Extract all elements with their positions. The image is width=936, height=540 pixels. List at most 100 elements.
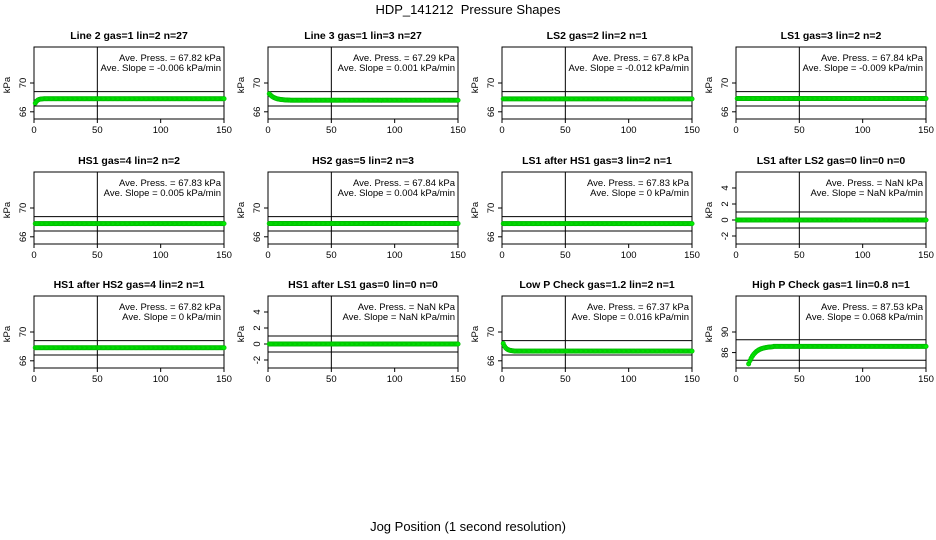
panel-title: LS2 gas=2 lin=2 n=1	[547, 30, 648, 42]
y-axis-label: kPa	[470, 201, 481, 218]
x-tick-label: 100	[153, 125, 169, 136]
x-tick-label: 0	[31, 250, 36, 261]
avg-pressure-annotation: Ave. Press. = 67.82 kPa	[119, 53, 222, 64]
x-tick-label: 0	[733, 125, 738, 136]
x-tick-label: 50	[92, 374, 103, 385]
y-axis-label: kPa	[236, 325, 247, 342]
x-tick-label: 150	[918, 374, 934, 385]
data-point	[455, 97, 461, 103]
x-tick-label: 0	[265, 250, 270, 261]
y-tick-label: 70	[720, 78, 731, 89]
x-tick-label: 50	[794, 125, 805, 136]
x-tick-label: 50	[326, 374, 337, 385]
y-tick-label: 2	[720, 201, 731, 206]
x-tick-label: 150	[918, 125, 934, 136]
avg-slope-annotation: Ave. Slope = NaN kPa/min	[810, 188, 923, 199]
x-tick-label: 0	[265, 125, 270, 136]
avg-pressure-annotation: Ave. Press. = NaN kPa	[358, 302, 456, 313]
y-axis-label: kPa	[236, 76, 247, 93]
avg-pressure-annotation: Ave. Press. = 67.82 kPa	[119, 302, 222, 313]
panel-title: HS2 gas=5 lin=2 n=3	[312, 155, 414, 167]
panel-title: High P Check gas=1 lin=0.8 n=1	[752, 279, 910, 291]
y-tick-label: 2	[252, 325, 263, 330]
x-tick-label: 100	[621, 125, 637, 136]
x-tick-label: 100	[855, 250, 871, 261]
y-tick-label: 0	[252, 341, 263, 346]
y-tick-label: 70	[18, 78, 29, 89]
avg-pressure-annotation: Ave. Press. = 67.84 kPa	[353, 178, 456, 189]
avg-pressure-annotation: Ave. Press. = 67.29 kPa	[353, 53, 456, 64]
chart-panel: LS1 after LS2 gas=0 lin=0 n=0 0 50 100 150 -2…	[704, 155, 934, 261]
y-axis-label: kPa	[470, 76, 481, 93]
avg-slope-annotation: Ave. Slope = -0.009 kPa/min	[803, 63, 924, 74]
x-tick-label: 50	[560, 125, 571, 136]
avg-slope-annotation: Ave. Slope = 0.001 kPa/min	[338, 63, 455, 74]
y-tick-label: 70	[486, 327, 497, 338]
x-tick-label: 150	[684, 250, 700, 261]
x-tick-label: 100	[855, 125, 871, 136]
x-tick-label: 50	[794, 250, 805, 261]
chart-panel: Low P Check gas=1.2 lin=2 n=1 0 50 100 150 66…	[470, 279, 700, 385]
x-tick-label: 150	[450, 125, 466, 136]
x-tick-label: 0	[31, 374, 36, 385]
y-tick-label: 66	[18, 107, 29, 118]
avg-slope-annotation: Ave. Slope = 0.005 kPa/min	[104, 188, 221, 199]
y-axis-label: kPa	[2, 201, 13, 218]
y-tick-label: 66	[720, 107, 731, 118]
y-tick-label: 70	[252, 203, 263, 214]
x-tick-label: 150	[216, 250, 232, 261]
chart-panel: Line 2 gas=1 lin=2 n=27 0 50 100 150 66 70 kPa A…	[2, 30, 232, 136]
data-point	[455, 341, 461, 347]
x-tick-label: 150	[684, 374, 700, 385]
panel-title: HS1 after LS1 gas=0 lin=0 n=0	[288, 279, 438, 291]
y-axis-label: kPa	[704, 325, 715, 342]
x-tick-label: 0	[265, 374, 270, 385]
data-point	[221, 96, 227, 102]
y-axis-label: kPa	[236, 201, 247, 218]
x-tick-label: 100	[621, 250, 637, 261]
y-tick-label: 66	[18, 232, 29, 243]
avg-pressure-annotation: Ave. Press. = NaN kPa	[826, 178, 924, 189]
data-point	[923, 96, 929, 102]
avg-slope-annotation: Ave. Slope = 0.068 kPa/min	[806, 312, 923, 323]
y-tick-label: 66	[486, 232, 497, 243]
avg-slope-annotation: Ave. Slope = 0 kPa/min	[122, 312, 221, 323]
avg-pressure-annotation: Ave. Press. = 87.53 kPa	[821, 302, 924, 313]
y-tick-label: 66	[486, 107, 497, 118]
y-tick-label: 4	[252, 309, 263, 314]
x-tick-label: 150	[450, 374, 466, 385]
chart-panel: LS2 gas=2 lin=2 n=1 0 50 100 150 66 70 kPa Ave. …	[470, 30, 700, 136]
y-tick-label: 66	[252, 232, 263, 243]
chart-panel: HS1 after LS1 gas=0 lin=0 n=0 0 50 100 150 -2…	[236, 279, 466, 385]
avg-pressure-annotation: Ave. Press. = 67.8 kPa	[592, 53, 689, 64]
x-tick-label: 150	[684, 125, 700, 136]
x-tick-label: 0	[499, 125, 504, 136]
data-point	[455, 221, 461, 227]
y-tick-label: 66	[486, 356, 497, 367]
y-tick-label: 86	[720, 347, 731, 358]
y-tick-label: 90	[720, 327, 731, 338]
y-axis-label: kPa	[2, 325, 13, 342]
avg-pressure-annotation: Ave. Press. = 67.83 kPa	[587, 178, 690, 189]
x-tick-label: 0	[733, 250, 738, 261]
y-tick-label: -2	[252, 356, 263, 364]
data-point	[689, 96, 695, 102]
y-tick-label: 66	[252, 107, 263, 118]
chart-panel: LS1 after HS1 gas=3 lin=2 n=1 0 50 100 150 66…	[470, 155, 700, 261]
panel-title: LS1 after LS2 gas=0 lin=0 n=0	[757, 155, 906, 167]
chart-panel: HS1 after HS2 gas=4 lin=2 n=1 0 50 100 150 66…	[2, 279, 232, 385]
data-point	[221, 345, 227, 351]
x-tick-label: 100	[153, 250, 169, 261]
y-axis-label: kPa	[704, 201, 715, 218]
plot-frame	[267, 295, 459, 369]
panel-title: LS1 gas=3 lin=2 n=2	[781, 30, 882, 42]
x-tick-label: 0	[733, 374, 738, 385]
x-tick-label: 150	[918, 250, 934, 261]
chart-panel: Line 3 gas=1 lin=3 n=27 0 50 100 150 66 70 kPa A…	[236, 30, 466, 136]
chart-panel: LS1 gas=3 lin=2 n=2 0 50 100 150 66 70 kPa Ave. …	[704, 30, 934, 136]
x-tick-label: 50	[794, 374, 805, 385]
plot-frame	[735, 171, 927, 245]
data-point	[689, 348, 695, 354]
x-tick-label: 0	[499, 250, 504, 261]
x-tick-label: 100	[387, 125, 403, 136]
